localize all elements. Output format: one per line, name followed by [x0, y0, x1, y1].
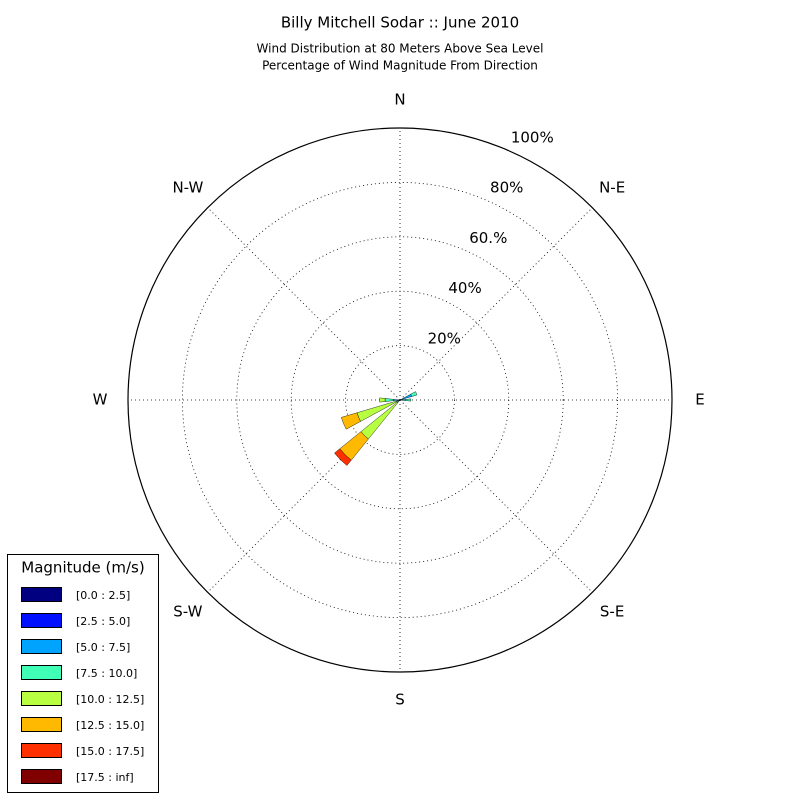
- chart-subtitle: Percentage of Wind Magnitude From Direct…: [262, 59, 538, 73]
- wedge: [405, 398, 412, 402]
- direction-label: N: [394, 91, 405, 109]
- chart-title: Billy Mitchell Sodar :: June 2010: [281, 14, 519, 32]
- wedge: [334, 448, 352, 466]
- spoke: [207, 399, 401, 593]
- r-tick-label: 80%: [490, 179, 523, 197]
- legend-title: Magnitude (m/s): [21, 559, 144, 577]
- grid-circle: [181, 181, 619, 619]
- direction-label: S: [395, 691, 405, 709]
- spoke: [207, 207, 401, 401]
- legend-swatch: [21, 639, 62, 654]
- grid-circle: [236, 236, 564, 564]
- wedge: [379, 397, 386, 403]
- legend-label: [15.0 : 17.5]: [76, 745, 144, 758]
- r-tick-label: 60.%: [469, 229, 507, 247]
- direction-label: N-W: [172, 178, 203, 196]
- spoke: [399, 207, 593, 401]
- r-tick-label: 20%: [428, 329, 461, 347]
- legend-label: [2.5 : 5.0]: [76, 615, 130, 628]
- legend-label: [12.5 : 15.0]: [76, 719, 144, 732]
- legend-swatch: [21, 665, 62, 680]
- direction-label: S-E: [600, 603, 624, 621]
- direction-label: W: [93, 391, 108, 409]
- spoke: [399, 399, 593, 593]
- direction-label: E: [695, 391, 704, 409]
- legend: Magnitude (m/s) [0.0 : 2.5] [2.5 : 5.0] [5.…: [7, 554, 159, 793]
- legend-label: [17.5 : inf]: [76, 771, 134, 784]
- direction-label: S-W: [173, 603, 202, 621]
- legend-swatch: [21, 743, 62, 758]
- wedge: [384, 398, 394, 402]
- chart-subtitle: Wind Distribution at 80 Meters Above Sea…: [257, 42, 544, 56]
- legend-swatch: [21, 691, 62, 706]
- legend-label: [0.0 : 2.5]: [76, 589, 130, 602]
- wedge: [410, 391, 418, 397]
- legend-label: [5.0 : 7.5]: [76, 641, 130, 654]
- direction-label: N-E: [599, 178, 625, 196]
- legend-label: [10.0 : 12.5]: [76, 693, 144, 706]
- legend-label: [7.5 : 10.0]: [76, 667, 137, 680]
- legend-swatch: [21, 587, 62, 602]
- legend-swatch: [21, 769, 62, 784]
- outer-ring: [127, 127, 673, 673]
- wedge: [341, 412, 361, 430]
- legend-swatch: [21, 613, 62, 628]
- legend-swatch: [21, 717, 62, 732]
- r-tick-label: 40%: [448, 279, 481, 297]
- grid-circle: [345, 345, 455, 455]
- r-tick-label: 100%: [511, 128, 554, 146]
